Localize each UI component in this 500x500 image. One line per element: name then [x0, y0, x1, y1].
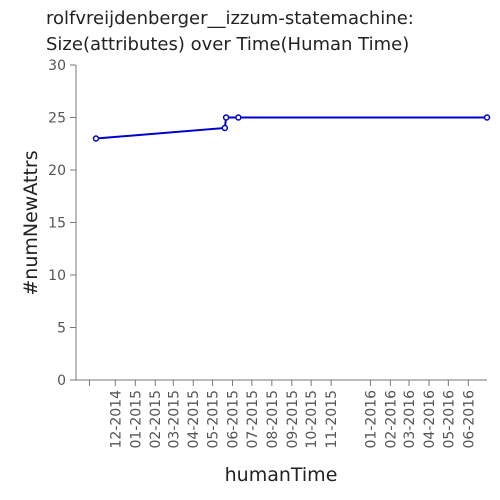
y-tick-label: 5 [57, 321, 66, 337]
series-line [95, 116, 487, 140]
x-tick-label: 05-2016 [441, 390, 457, 449]
x-tick-label: 05-2015 [206, 390, 222, 449]
x-tick-label: 07-2015 [245, 390, 261, 449]
x-tick-label: 02-2015 [148, 390, 164, 449]
y-tick-label: 0 [57, 373, 66, 389]
data-point [221, 124, 229, 132]
x-axis-ticks: 12-2014 01-2015 02-2015 03-2015 04-2015 05-20… [89, 380, 477, 449]
x-tick-label: 01-2016 [363, 390, 379, 449]
x-tick-label: 04-2016 [422, 390, 438, 449]
y-tick-label: 25 [48, 111, 66, 127]
x-tick-label: 08-2015 [265, 390, 281, 449]
x-tick-label: 09-2015 [285, 390, 301, 449]
x-tick-label: 03-2016 [402, 390, 418, 449]
x-axis-label: humanTime [225, 464, 338, 486]
data-point [92, 135, 100, 142]
y-axis-ticks: 0 5 10 15 20 25 30 [48, 58, 76, 389]
y-tick-label: 15 [48, 216, 66, 232]
y-tick-label: 30 [48, 58, 66, 74]
chart-title-line-2: Size(attributes) over Time(Human Time) [46, 34, 409, 55]
y-axis-label: #numNewAttrs [20, 150, 42, 295]
series-group [92, 114, 491, 142]
x-tick-label: 10-2015 [304, 390, 320, 449]
x-tick-label: 04-2015 [186, 390, 202, 449]
x-tick-label: 11-2015 [324, 390, 340, 449]
x-tick-label: 01-2015 [128, 390, 144, 449]
x-tick-label: 06-2016 [461, 390, 477, 449]
x-tick-label: 12-2014 [108, 390, 124, 449]
data-point [222, 114, 230, 121]
y-tick-label: 10 [48, 268, 66, 284]
data-point [483, 114, 491, 121]
chart-title-line-1: rolfvreijdenberger__izzum-statemachine: [46, 8, 414, 29]
x-tick-label: 03-2015 [166, 390, 182, 449]
y-tick-label: 20 [48, 163, 66, 179]
x-tick-label: 06-2015 [226, 390, 242, 449]
x-tick-label: 02-2016 [383, 390, 399, 449]
data-point [235, 114, 242, 121]
